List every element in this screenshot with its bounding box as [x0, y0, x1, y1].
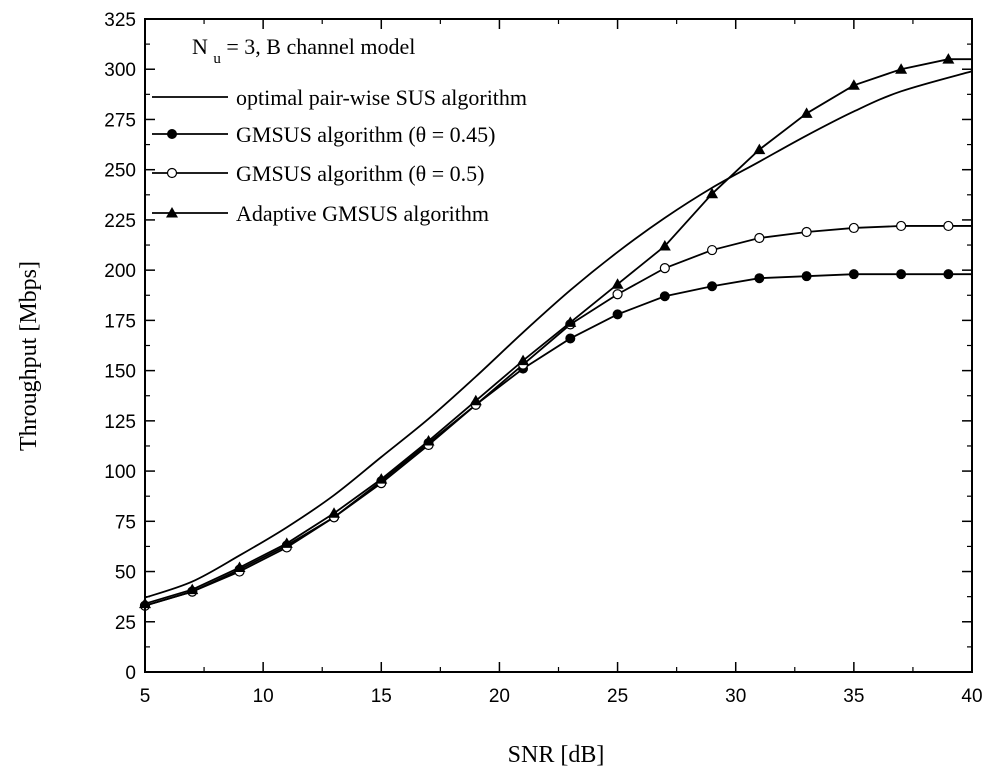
- data-point: [659, 291, 670, 302]
- series-3: [139, 220, 972, 611]
- data-point: [942, 53, 955, 64]
- annotation-main: N: [192, 34, 208, 59]
- data-point: [186, 583, 199, 595]
- data-point: [754, 232, 765, 244]
- data-point: [565, 333, 576, 344]
- x-tick-label: 15: [371, 686, 392, 707]
- x-tick-label: 5: [140, 686, 151, 707]
- legend-swatch-marker: [167, 129, 177, 139]
- y-tick-label: 250: [104, 161, 136, 182]
- data-point: [375, 473, 388, 484]
- legend-label: Adaptive GMSUS algorithm: [236, 201, 489, 226]
- x-tick-label: 10: [253, 686, 274, 707]
- data-point: [896, 220, 907, 232]
- data-point: [943, 269, 954, 280]
- y-tick-label: 75: [115, 512, 136, 533]
- y-tick-label: 25: [115, 613, 136, 634]
- data-point: [517, 354, 530, 366]
- y-tick-label: 150: [104, 362, 136, 383]
- legend: optimal pair-wise SUS algorithm GMSUS alg…: [152, 85, 527, 226]
- data-point: [801, 226, 812, 238]
- data-point: [848, 222, 859, 234]
- y-axis-label: Throughput [Mbps]: [16, 261, 42, 451]
- x-tick-label: 25: [607, 686, 628, 707]
- x-tick-label: 35: [843, 686, 864, 707]
- legend-entry: GMSUS algorithm (θ = 0.45): [152, 122, 495, 147]
- legend-label: GMSUS algorithm (θ = 0.45): [236, 122, 495, 147]
- y-tick-label: 200: [104, 261, 136, 282]
- x-axis-label: SNR [dB]: [508, 742, 605, 768]
- data-point: [706, 187, 719, 199]
- data-point: [943, 220, 954, 232]
- y-tick-label: 275: [104, 110, 136, 131]
- data-point: [422, 434, 435, 446]
- y-tick-label: 300: [104, 60, 136, 81]
- plot-series: [139, 53, 973, 611]
- data-point: [612, 289, 623, 300]
- data-point: [707, 281, 718, 292]
- data-point: [895, 63, 908, 74]
- data-point: [800, 107, 813, 118]
- series-line: [144, 225, 972, 607]
- legend-swatch-marker: [166, 167, 178, 179]
- annotation-text: N u = 3, B channel model: [192, 34, 415, 68]
- data-point: [328, 507, 341, 518]
- legend-swatch-marker: [166, 207, 178, 218]
- annotation-rest: = 3, B channel model: [226, 34, 415, 59]
- legend-entry: optimal pair-wise SUS algorithm: [152, 85, 527, 110]
- y-tick-label: 100: [104, 462, 136, 483]
- data-point: [754, 273, 765, 284]
- y-tick-label: 50: [115, 563, 136, 584]
- x-tick-label: 40: [961, 686, 982, 707]
- data-point: [233, 561, 246, 573]
- series-line: [144, 70, 973, 599]
- data-point: [753, 143, 766, 155]
- data-point: [848, 269, 859, 280]
- y-tick-label: 0: [125, 663, 136, 684]
- y-tick-label: 325: [104, 10, 136, 31]
- data-point: [469, 394, 482, 406]
- plot-frame: [144, 18, 973, 673]
- data-point: [847, 79, 860, 90]
- legend-entry: Adaptive GMSUS algorithm: [152, 201, 489, 226]
- series-1: [144, 70, 973, 599]
- y-tick-label: 175: [104, 311, 136, 332]
- data-point: [612, 309, 623, 320]
- data-point: [706, 244, 718, 256]
- annotation-subscript: u: [213, 51, 221, 67]
- data-point: [896, 269, 907, 280]
- data-point: [658, 240, 671, 251]
- data-point: [611, 278, 624, 289]
- y-tick-label: 125: [104, 412, 136, 433]
- data-point: [801, 271, 812, 282]
- legend-label: GMSUS algorithm (θ = 0.5): [236, 161, 484, 186]
- data-point: [280, 537, 293, 548]
- axis-ticks: 5 10 15 20 25 30 35 40 0 25 50 75 100 125 150 175 200 225…: [104, 10, 982, 707]
- series-4: [139, 53, 972, 609]
- legend-entry: GMSUS algorithm (θ = 0.5): [152, 161, 484, 186]
- data-point: [564, 316, 577, 327]
- legend-label: optimal pair-wise SUS algorithm: [236, 85, 527, 110]
- y-tick-label: 225: [104, 211, 136, 232]
- x-tick-label: 30: [725, 686, 746, 707]
- x-tick-label: 20: [489, 686, 510, 707]
- data-point: [659, 263, 670, 274]
